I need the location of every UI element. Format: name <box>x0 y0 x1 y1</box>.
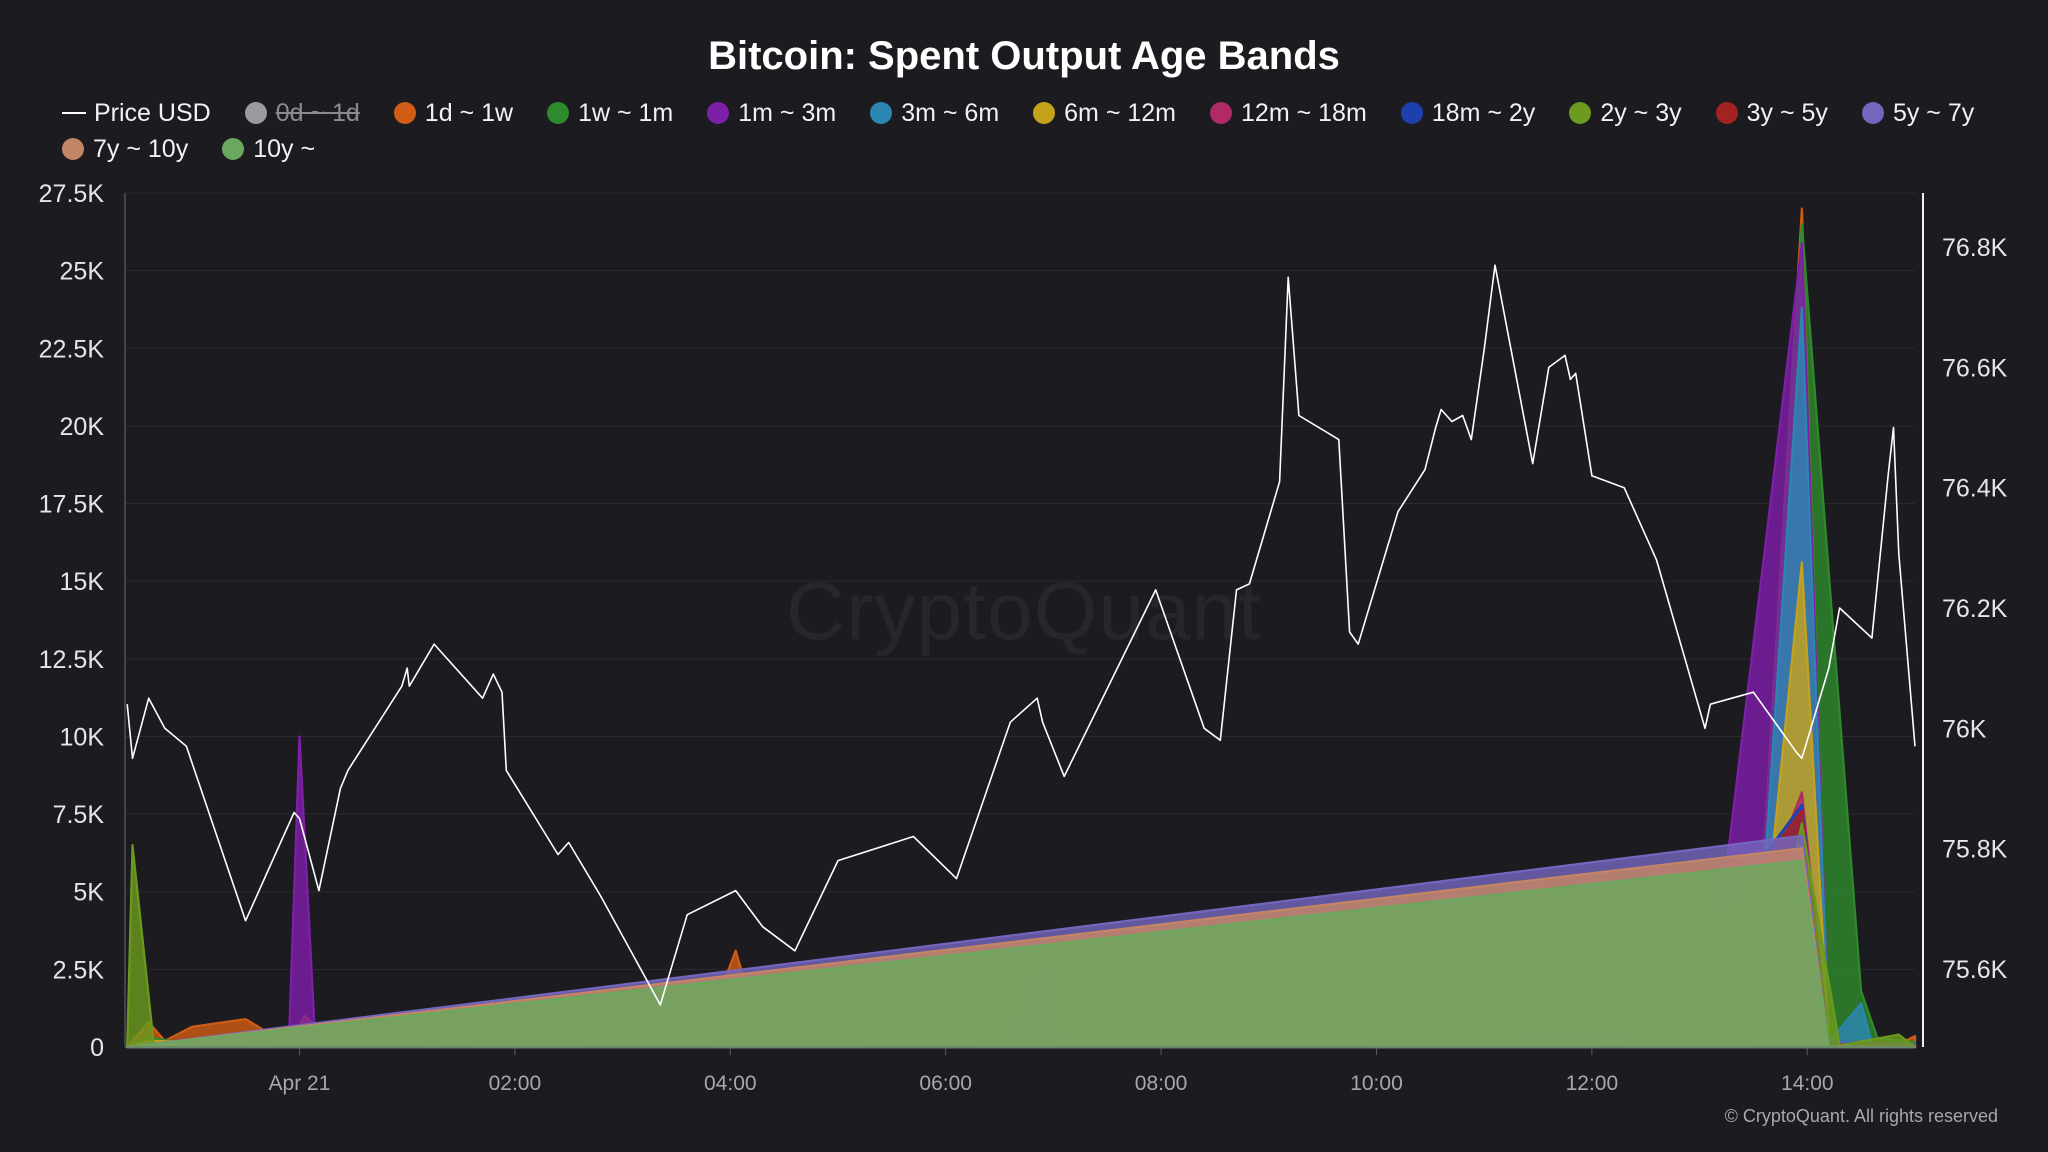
y-tick-label-right: 76.4K <box>1942 475 2008 503</box>
legend-swatch <box>62 138 84 160</box>
legend-swatch <box>1033 102 1056 124</box>
legend-item-10[interactable]: 5y ~ 7y <box>1861 98 1975 128</box>
chart-legend: Price USD 0d ~ 1d 1d ~ 1w 1w ~ 1m 1m ~ 3m 3m… <box>62 98 2022 164</box>
y-tick-label-left: 17.5K <box>39 491 105 519</box>
legend-swatch <box>1569 102 1592 124</box>
y-tick-label-left: 20K <box>60 413 105 441</box>
y-tick-label-left: 25K <box>60 258 105 286</box>
y-tick-label-right: 75.6K <box>1942 956 2008 984</box>
legend-swatch <box>547 102 570 124</box>
legend-swatch <box>1400 102 1423 124</box>
legend-swatch <box>707 102 730 124</box>
legend-label: 1m ~ 3m <box>738 98 837 127</box>
x-tick-label: Apr 21 <box>269 1072 331 1095</box>
legend-swatch <box>1861 102 1884 124</box>
legend-item-12[interactable]: 10y ~ <box>222 134 315 164</box>
legend-item-5[interactable]: 6m ~ 12m <box>1033 98 1176 128</box>
legend-swatch <box>1715 102 1738 124</box>
y-tick-label-right: 76.8K <box>1942 234 2008 262</box>
y-tick-label-left: 12.5K <box>39 646 105 674</box>
legend-swatch <box>222 138 245 160</box>
y-tick-label-right: 76.6K <box>1942 354 2008 382</box>
x-tick-label: 14:00 <box>1781 1072 1834 1095</box>
legend-swatch <box>393 102 416 124</box>
legend-item-1[interactable]: 1d ~ 1w <box>393 98 514 128</box>
legend-label: Price USD <box>94 98 211 127</box>
copyright-text: © CryptoQuant. All rights reserved <box>1724 1106 1998 1126</box>
legend-item-6[interactable]: 12m ~ 18m <box>1210 98 1367 128</box>
legend-item-2[interactable]: 1w ~ 1m <box>547 98 673 128</box>
x-tick-label: 12:00 <box>1566 1072 1619 1095</box>
chart-title: Bitcoin: Spent Output Age Bands <box>708 34 1340 78</box>
legend-label: 6m ~ 12m <box>1064 98 1177 127</box>
legend-label: 5y ~ 7y <box>1892 98 1975 127</box>
y-tick-label-left: 22.5K <box>39 335 105 363</box>
x-tick-label: 08:00 <box>1135 1072 1188 1095</box>
price-line-swatch <box>62 112 86 114</box>
y-tick-label-left: 2.5K <box>53 956 105 984</box>
legend-label: 18m ~ 2y <box>1431 98 1536 127</box>
legend-swatch <box>1210 102 1233 124</box>
y-tick-label-right: 75.8K <box>1942 836 2008 864</box>
x-tick-label: 10:00 <box>1350 1072 1403 1095</box>
legend-item-8[interactable]: 2y ~ 3y <box>1569 98 1682 128</box>
y-tick-label-right: 76K <box>1942 715 1987 743</box>
y-tick-label-left: 15K <box>60 568 105 596</box>
legend-label: 2y ~ 3y <box>1600 98 1682 127</box>
legend-label: 12m ~ 18m <box>1241 98 1367 127</box>
x-tick-label: 02:00 <box>489 1072 542 1095</box>
legend-label: 10y ~ <box>253 134 316 163</box>
price-line <box>126 264 1916 1006</box>
legend-label: 0d ~ 1d <box>275 98 360 127</box>
y-tick-label-right: 76.2K <box>1942 595 2008 623</box>
legend-label: 1w ~ 1m <box>578 98 674 127</box>
y-tick-label-left: 0 <box>90 1034 104 1062</box>
legend-swatch <box>244 102 267 124</box>
y-tick-label-left: 7.5K <box>53 801 105 829</box>
legend-label: 1d ~ 1w <box>424 98 514 127</box>
legend-item-11[interactable]: 7y ~ 10y <box>62 134 188 164</box>
x-tick-label: 06:00 <box>919 1072 972 1095</box>
y-tick-label-left: 10K <box>60 723 105 751</box>
legend-label: 3m ~ 6m <box>901 98 1000 127</box>
legend-item-price[interactable]: Price USD <box>62 98 211 128</box>
legend-item-0[interactable]: 0d ~ 1d <box>244 98 360 128</box>
legend-swatch <box>870 102 893 124</box>
legend-label: 7y ~ 10y <box>93 134 189 163</box>
legend-item-7[interactable]: 18m ~ 2y <box>1400 98 1536 128</box>
legend-item-4[interactable]: 3m ~ 6m <box>870 98 999 128</box>
x-tick-label: 04:00 <box>704 1072 757 1095</box>
legend-label: 3y ~ 5y <box>1746 98 1828 127</box>
y-tick-label-left: 27.5K <box>39 180 105 208</box>
area-series-10y- <box>126 859 1917 1049</box>
legend-item-9[interactable]: 3y ~ 5y <box>1715 98 1828 128</box>
legend-item-3[interactable]: 1m ~ 3m <box>707 98 836 128</box>
y-tick-label-left: 5K <box>73 879 104 907</box>
